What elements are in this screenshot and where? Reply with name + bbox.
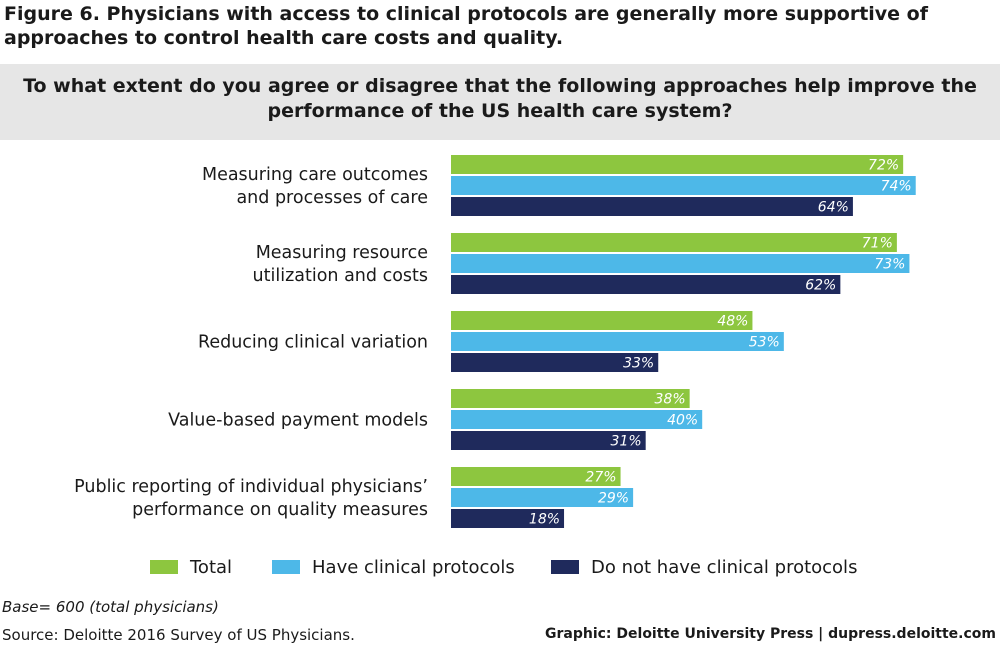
base-note: Base= 600 (total physicians) (2, 598, 219, 616)
data-label: 27% (585, 470, 616, 486)
bar (451, 431, 646, 450)
legend-label-have-protocols: Have clinical protocols (312, 556, 515, 578)
data-label: 72% (868, 158, 899, 174)
legend-swatch-have-protocols (272, 560, 300, 574)
credit-line: Graphic: Deloitte University Press | dup… (545, 626, 996, 642)
survey-question: To what extent do you agree or disagree … (23, 75, 977, 122)
bar (451, 233, 897, 252)
data-label: 18% (529, 512, 560, 528)
bar (451, 332, 784, 351)
legend-item-total: Total (150, 556, 232, 578)
legend-label-total: Total (190, 556, 233, 578)
data-label: 73% (874, 257, 905, 273)
bar (451, 197, 853, 216)
bar (451, 389, 690, 408)
bar (451, 509, 565, 528)
data-label: 33% (623, 356, 654, 372)
legend-item-no-protocols: Do not have clinical protocols (551, 556, 857, 578)
bar (451, 254, 910, 273)
data-label: 62% (805, 278, 836, 294)
bar (451, 410, 703, 429)
data-label: 31% (611, 434, 642, 450)
bar (451, 467, 621, 486)
bar (451, 275, 841, 294)
question-band (0, 64, 1000, 140)
category-label: Reducing clinical variation (198, 333, 428, 353)
category-label: Value-based payment models (168, 411, 428, 431)
legend-item-have-protocols: Have clinical protocols (272, 556, 515, 578)
data-label: 53% (749, 335, 780, 351)
data-label: 38% (655, 392, 686, 408)
bar-chart: Measuring care outcomes and processes of … (74, 155, 916, 528)
source-note: Source: Deloitte 2016 Survey of US Physi… (2, 626, 355, 644)
figure-title: Figure 6. Physicians with access to clin… (4, 3, 928, 49)
bar (451, 353, 659, 372)
data-label: 71% (862, 236, 893, 252)
category-label: Public reporting of individual physician… (74, 477, 428, 520)
legend-label-no-protocols: Do not have clinical protocols (591, 556, 858, 578)
data-label: 64% (818, 200, 849, 216)
bar (451, 176, 916, 195)
data-label: 40% (667, 413, 698, 429)
bar (451, 155, 904, 174)
data-label: 48% (717, 314, 748, 330)
legend-swatch-total (150, 560, 178, 574)
data-label: 74% (881, 179, 912, 195)
category-label: Measuring resource utilization and costs (253, 243, 428, 286)
bar (451, 311, 753, 330)
legend-swatch-no-protocols (551, 560, 579, 574)
data-label: 29% (598, 491, 629, 507)
category-label: Measuring care outcomes and processes of … (202, 165, 428, 208)
bar (451, 488, 634, 507)
